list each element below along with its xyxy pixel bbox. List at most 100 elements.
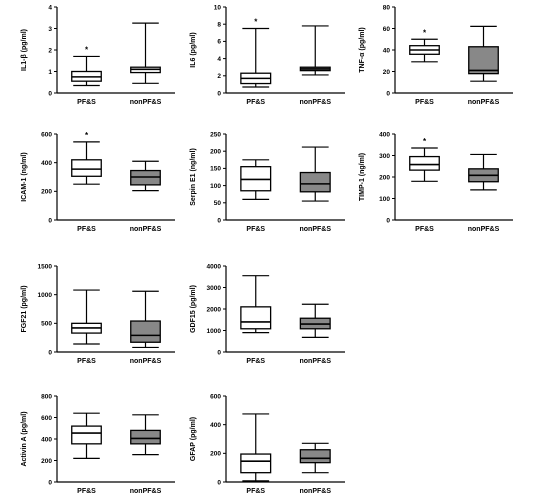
x-category-label: nonPF&S xyxy=(130,488,162,493)
y-tick-label: 500 xyxy=(41,321,52,328)
x-category-label: PF&S xyxy=(77,99,96,106)
y-tick-label: 1000 xyxy=(207,328,222,335)
x-category-label: PF&S xyxy=(77,226,96,233)
y-tick-label: 100 xyxy=(379,196,390,203)
chart-panel-7: 0 1000 2000 3000 4000 GDF15 (pg/ml) PF&S nonPF&… xyxy=(190,263,345,365)
y-tick-label: 0 xyxy=(386,90,390,97)
iqr-box xyxy=(299,171,331,193)
y-tick-label: 100 xyxy=(210,183,221,190)
y-tick-label: 0 xyxy=(386,217,390,224)
chart-panel-1: 0 2 4 6 8 10 IL6 (pg/ml) * PF&S nonPF&S xyxy=(190,4,345,106)
chart-panel-9: 0 200 400 600 GFAP (pg/ml) PF&S nonPF&S xyxy=(190,393,345,493)
y-tick-label: 1500 xyxy=(38,263,53,270)
y-axis-label: IL6 (pg/ml) xyxy=(190,32,197,67)
y-tick-label: 200 xyxy=(41,189,52,196)
y-tick-label: 0 xyxy=(217,349,221,356)
x-category-label: PF&S xyxy=(246,358,265,365)
box-1 xyxy=(130,414,161,456)
y-axis-label: FGF21 (pg/ml) xyxy=(21,285,28,332)
x-category-label: PF&S xyxy=(77,488,96,493)
x-category-label: nonPF&S xyxy=(468,99,500,106)
y-tick-label: 0 xyxy=(217,90,221,97)
y-tick-label: 200 xyxy=(379,174,390,181)
y-tick-label: 600 xyxy=(41,131,52,138)
box-1 xyxy=(130,22,161,84)
box-1 xyxy=(468,153,499,191)
box-0: * xyxy=(71,45,102,87)
x-category-label: nonPF&S xyxy=(300,358,332,365)
y-tick-label: 50 xyxy=(214,200,222,207)
y-axis-label: IL1-β (pg/ml) xyxy=(21,29,28,71)
box-1 xyxy=(130,290,161,349)
significance-star: * xyxy=(423,28,427,37)
chart-panel-2: 0 20 40 60 80 TNF-α (pg/ml) * PF&S nonPF&S xyxy=(359,4,513,106)
y-tick-label: 150 xyxy=(210,166,221,173)
y-axis-label: GDF15 (pg/ml) xyxy=(190,285,197,333)
iqr-box xyxy=(468,46,499,75)
chart-panel-6: 0 500 1000 1500 FGF21 (pg/ml) PF&S nonPF&S xyxy=(21,263,175,365)
y-tick-label: 80 xyxy=(383,4,391,11)
y-tick-label: 4000 xyxy=(207,263,222,270)
box-1 xyxy=(299,303,331,338)
y-axis-label: TNF-α (pg/ml) xyxy=(359,27,366,73)
x-category-label: nonPF&S xyxy=(300,226,332,233)
x-category-label: PF&S xyxy=(246,226,265,233)
box-0: * xyxy=(409,137,440,182)
significance-star: * xyxy=(423,137,427,146)
box-1 xyxy=(130,160,161,192)
x-category-label: nonPF&S xyxy=(130,358,162,365)
y-tick-label: 0 xyxy=(217,479,221,486)
y-axis-label: TIMP-1 (ng/ml) xyxy=(359,153,366,201)
box-0 xyxy=(240,413,272,482)
box-0: * xyxy=(409,28,440,63)
chart-panel-4: 0 50 100 150 200 250 Serpin E1 (ng/ml) PF&S nonP… xyxy=(190,131,345,233)
y-tick-label: 300 xyxy=(379,153,390,160)
x-category-label: PF&S xyxy=(77,358,96,365)
y-tick-label: 600 xyxy=(210,393,221,400)
box-0 xyxy=(71,289,102,345)
box-1 xyxy=(468,25,499,82)
chart-panel-8: 0 200 400 600 800 Activin A (pg/ml) PF&S nonPF&… xyxy=(21,393,175,493)
iqr-box xyxy=(240,453,272,474)
y-axis-label: Activin A (pg/ml) xyxy=(21,411,28,466)
box-0 xyxy=(240,159,272,200)
x-category-label: nonPF&S xyxy=(468,226,500,233)
iqr-box xyxy=(409,155,440,171)
y-tick-label: 6 xyxy=(217,39,221,46)
y-tick-label: 600 xyxy=(41,415,52,422)
x-category-label: nonPF&S xyxy=(130,226,162,233)
iqr-box xyxy=(71,159,102,177)
iqr-box xyxy=(299,449,331,464)
y-tick-label: 800 xyxy=(41,393,52,400)
y-tick-label: 2000 xyxy=(207,306,222,313)
iqr-box xyxy=(240,306,272,330)
y-axis-label: Serpin E1 (ng/ml) xyxy=(190,148,197,206)
y-tick-label: 10 xyxy=(214,4,222,11)
iqr-box xyxy=(130,429,161,445)
significance-star: * xyxy=(85,131,89,140)
box-0 xyxy=(71,412,102,459)
y-tick-label: 3 xyxy=(48,26,52,33)
iqr-box xyxy=(130,320,161,343)
chart-panel-3: 0 200 400 600 ICAM-1 (ng/ml) * PF&S nonPF&S xyxy=(21,131,175,233)
y-tick-label: 8 xyxy=(217,22,221,29)
box-0: * xyxy=(240,18,272,88)
x-category-label: PF&S xyxy=(415,99,434,106)
x-category-label: PF&S xyxy=(246,488,265,493)
y-tick-label: 40 xyxy=(383,47,391,54)
y-tick-label: 1000 xyxy=(38,292,53,299)
x-category-label: PF&S xyxy=(246,99,265,106)
y-tick-label: 400 xyxy=(210,422,221,429)
y-tick-label: 200 xyxy=(41,458,52,465)
y-tick-label: 2 xyxy=(48,47,52,54)
y-tick-label: 250 xyxy=(210,131,221,138)
y-tick-label: 400 xyxy=(41,436,52,443)
significance-star: * xyxy=(254,18,258,27)
x-category-label: nonPF&S xyxy=(300,488,332,493)
y-tick-label: 400 xyxy=(41,160,52,167)
chart-panel-5: 0 100 200 300 400 TIMP-1 (ng/ml) * PF&S nonPF&S xyxy=(359,131,513,233)
chart-panel-0: 0 1 2 3 4 IL1-β (pg/ml) * PF&S nonPF&S xyxy=(21,4,175,106)
y-tick-label: 1 xyxy=(48,69,52,76)
y-tick-label: 200 xyxy=(210,149,221,156)
box-1 xyxy=(299,442,331,474)
